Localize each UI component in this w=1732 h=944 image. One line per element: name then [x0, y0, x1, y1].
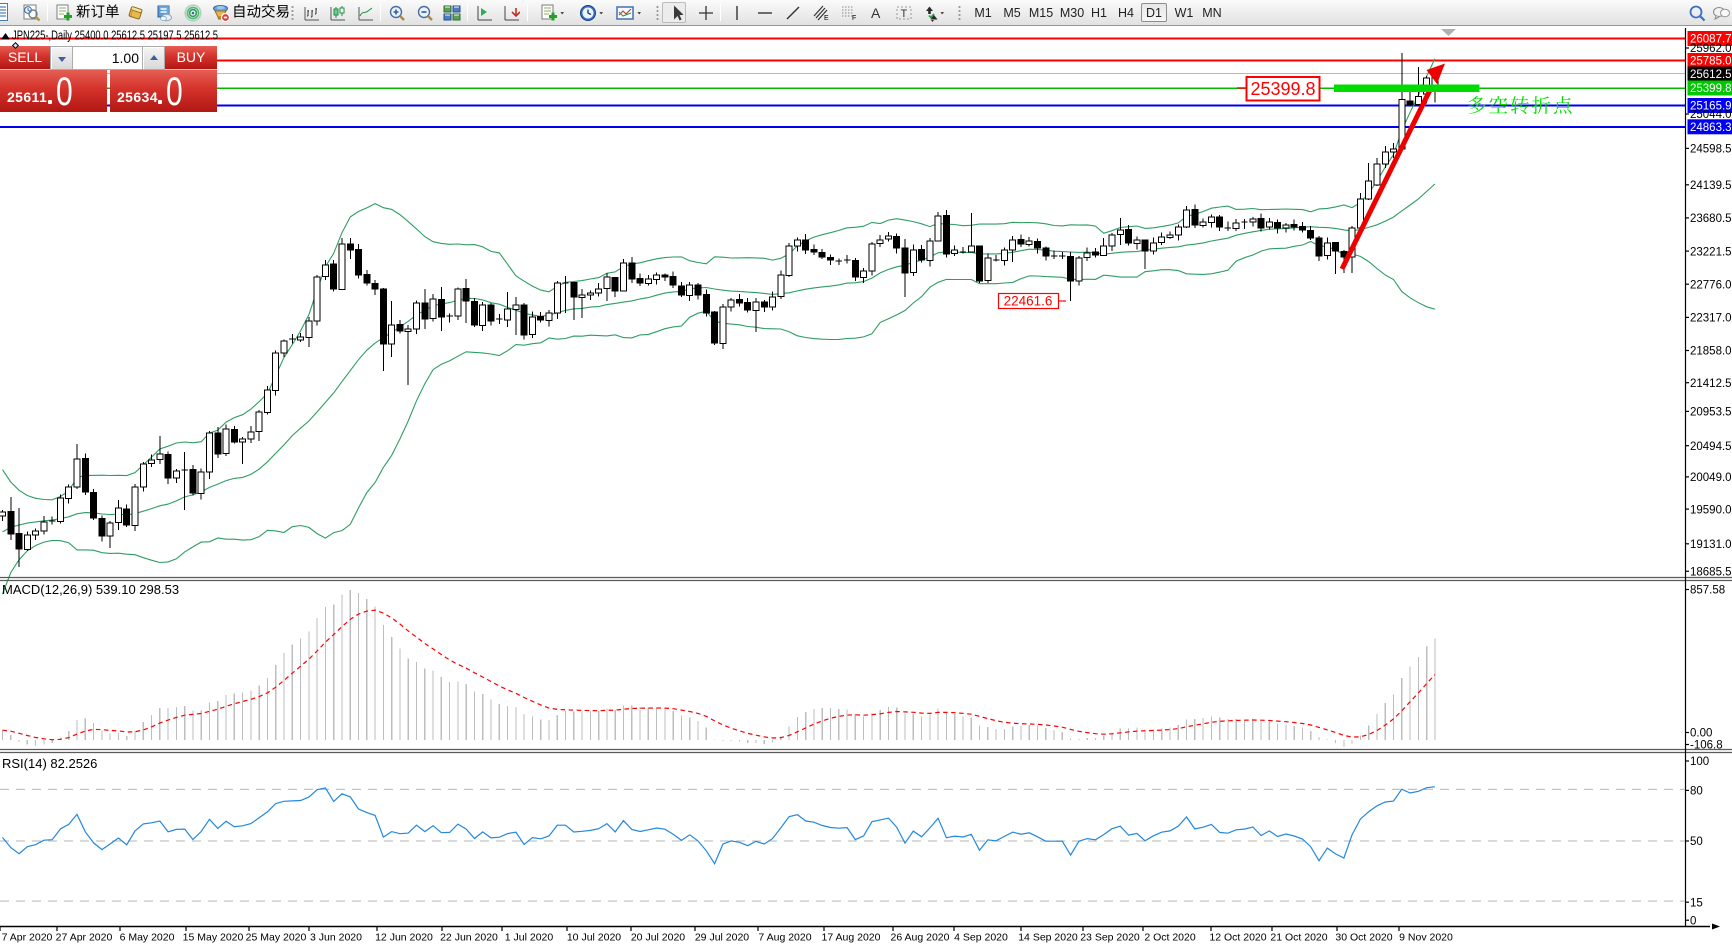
svg-text:15: 15: [1690, 897, 1703, 909]
svg-text:23 Sep 2020: 23 Sep 2020: [1080, 932, 1140, 944]
svg-text:21858.0: 21858.0: [1690, 346, 1732, 358]
svg-text:50: 50: [1690, 836, 1703, 848]
svg-text:25044.0: 25044.0: [1690, 109, 1732, 121]
svg-text:10 Jul 2020: 10 Jul 2020: [567, 932, 621, 944]
svg-text:E: E: [824, 15, 829, 22]
svg-text:RSI(14) 82.2526: RSI(14) 82.2526: [2, 756, 97, 771]
svg-text:80: 80: [1690, 786, 1703, 798]
svg-text:F: F: [852, 15, 856, 22]
svg-text:18685.5: 18685.5: [1690, 567, 1732, 579]
svg-text:3 Jun 2020: 3 Jun 2020: [310, 932, 362, 944]
svg-text:17 Aug 2020: 17 Aug 2020: [822, 932, 881, 944]
svg-text:21412.5: 21412.5: [1690, 378, 1732, 390]
svg-text:15 May 2020: 15 May 2020: [183, 932, 244, 944]
svg-text:19131.0: 19131.0: [1690, 539, 1732, 551]
svg-text:25962.0: 25962.0: [1690, 43, 1732, 55]
svg-text:6 May 2020: 6 May 2020: [120, 932, 175, 944]
svg-text:23221.5: 23221.5: [1690, 246, 1732, 258]
svg-text:26087.7: 26087.7: [1690, 34, 1732, 46]
svg-text:20049.0: 20049.0: [1690, 472, 1732, 484]
svg-text:25785.0: 25785.0: [1690, 56, 1732, 68]
svg-text:12 Oct 2020: 12 Oct 2020: [1209, 932, 1266, 944]
svg-text:25612.5: 25612.5: [1690, 69, 1732, 81]
svg-text:7 Apr 2020: 7 Apr 2020: [2, 932, 53, 944]
svg-text:-106.8: -106.8: [1690, 740, 1723, 752]
svg-text:24863.3: 24863.3: [1690, 122, 1732, 134]
svg-text:26 Aug 2020: 26 Aug 2020: [891, 932, 950, 944]
svg-text:A: A: [871, 5, 881, 21]
svg-text:12 Jun 2020: 12 Jun 2020: [375, 932, 433, 944]
svg-text:25 May 2020: 25 May 2020: [246, 932, 307, 944]
svg-text:1 Jul 2020: 1 Jul 2020: [505, 932, 554, 944]
svg-text:14 Sep 2020: 14 Sep 2020: [1018, 932, 1078, 944]
svg-text:0: 0: [1690, 915, 1696, 927]
svg-text:25399.8: 25399.8: [1690, 83, 1732, 95]
svg-text:25399.8: 25399.8: [1250, 79, 1315, 99]
svg-text:4 Sep 2020: 4 Sep 2020: [954, 932, 1008, 944]
svg-text:22461.6: 22461.6: [1004, 294, 1053, 309]
svg-text:30 Oct 2020: 30 Oct 2020: [1335, 932, 1392, 944]
svg-text:9 Nov 2020: 9 Nov 2020: [1399, 932, 1453, 944]
svg-text:857.58: 857.58: [1690, 585, 1725, 597]
svg-text:20 Jul 2020: 20 Jul 2020: [631, 932, 685, 944]
svg-text:2 Oct 2020: 2 Oct 2020: [1144, 932, 1196, 944]
svg-text:27 Apr 2020: 27 Apr 2020: [56, 932, 113, 944]
svg-text:23680.5: 23680.5: [1690, 213, 1732, 225]
svg-text:T: T: [901, 8, 908, 20]
svg-text:22 Jun 2020: 22 Jun 2020: [440, 932, 498, 944]
svg-text:0.00: 0.00: [1690, 728, 1712, 740]
svg-text:7 Aug 2020: 7 Aug 2020: [758, 932, 811, 944]
svg-text:22317.0: 22317.0: [1690, 313, 1732, 325]
svg-text:100: 100: [1690, 756, 1709, 768]
svg-text:JPN225-,Daily 25400.0 25612.5: JPN225-,Daily 25400.0 25612.5 25197.5 25…: [12, 29, 218, 43]
svg-text:25165.9: 25165.9: [1690, 101, 1732, 113]
svg-text:MACD(12,26,9) 539.10 298.53: MACD(12,26,9) 539.10 298.53: [2, 582, 179, 597]
svg-text:29 Jul 2020: 29 Jul 2020: [695, 932, 749, 944]
svg-text:20494.5: 20494.5: [1690, 441, 1732, 453]
svg-text:20953.5: 20953.5: [1690, 407, 1732, 419]
svg-text:21 Oct 2020: 21 Oct 2020: [1270, 932, 1327, 944]
svg-text:22776.0: 22776.0: [1690, 279, 1732, 291]
svg-text:24598.5: 24598.5: [1690, 144, 1732, 156]
svg-text:24139.5: 24139.5: [1690, 180, 1732, 192]
svg-text:19590.0: 19590.0: [1690, 504, 1732, 516]
